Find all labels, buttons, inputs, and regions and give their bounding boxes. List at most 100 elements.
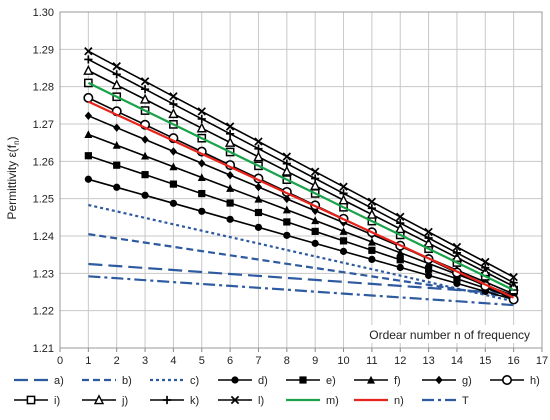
- series-point-d: [169, 199, 178, 207]
- series-point-d: [339, 247, 348, 255]
- legend-label-d: d): [258, 375, 268, 387]
- x-tick-label: 6: [227, 355, 233, 367]
- x-tick-label: 1: [85, 355, 91, 367]
- series-point-l: [282, 152, 292, 161]
- series-point-j: [253, 151, 264, 162]
- series-point-l: [481, 257, 490, 267]
- series-point-d: [226, 215, 234, 223]
- legend-label-f: f): [394, 375, 401, 387]
- series-point-f: [84, 130, 93, 139]
- y-axis-label-main: Permittivity ε(f: [5, 144, 19, 219]
- y-tick-label: 1.29: [33, 44, 54, 56]
- series-point-k: [282, 159, 291, 168]
- legend-label-k: k): [190, 395, 199, 407]
- x-tick-label: 4: [170, 355, 176, 367]
- x-axis-label: Ordear number n of frequency: [369, 328, 530, 342]
- series-point-k: [140, 85, 150, 94]
- series-point-k: [481, 263, 490, 272]
- series-point-f: [226, 184, 235, 192]
- series-point-e: [113, 161, 121, 169]
- x-tick-label: 14: [451, 355, 463, 367]
- series-point-e: [368, 246, 376, 254]
- series-point-l: [452, 242, 462, 252]
- x-tick-label: 2: [114, 355, 120, 367]
- series-point-e: [254, 208, 263, 217]
- legend-label-g: g): [462, 375, 472, 387]
- series-point-e: [283, 218, 291, 226]
- legend-label-h: h): [530, 375, 540, 387]
- series-point-k: [169, 99, 178, 109]
- series-point-k: [311, 174, 320, 183]
- series-point-g: [226, 170, 234, 180]
- series-point-j: [111, 79, 122, 90]
- series-point-l: [396, 212, 405, 222]
- legend-label-b: b): [122, 375, 132, 387]
- series-point-l: [424, 227, 433, 237]
- series-point-d: [254, 223, 263, 231]
- series-point-f: [311, 216, 320, 225]
- series-point-k: [396, 219, 405, 228]
- series-point-e: [311, 227, 319, 235]
- legend-marker-e: [299, 376, 307, 384]
- series-point-d: [283, 231, 291, 239]
- series-point-h: [83, 92, 94, 103]
- x-axis-label-background: [362, 325, 534, 343]
- series-point-e: [226, 199, 234, 207]
- legend-label-a: a): [54, 375, 64, 387]
- y-tick-label: 1.30: [33, 7, 54, 19]
- y-tick-label: 1.26: [33, 156, 54, 168]
- series-point-k: [84, 55, 93, 64]
- series-point-j: [366, 208, 378, 219]
- series-point-l: [339, 182, 348, 191]
- series-point-k: [339, 189, 348, 198]
- series-line-f: [88, 133, 514, 297]
- series-point-k: [254, 144, 263, 153]
- series-point-d: [424, 271, 433, 280]
- legend-marker-g: [435, 375, 443, 385]
- series-point-e: [453, 275, 461, 283]
- series-point-d: [113, 183, 121, 191]
- legend-label-e: e): [326, 375, 336, 387]
- series-point-l: [84, 46, 93, 56]
- series-point-g: [169, 147, 178, 156]
- series-line-l: [88, 50, 514, 278]
- series-point-g: [84, 111, 92, 120]
- series-point-j: [395, 223, 406, 234]
- series-line-d: [88, 178, 514, 301]
- series-line-m: [87, 81, 515, 292]
- series-point-d: [368, 255, 376, 263]
- legend-label-i: i): [54, 395, 60, 407]
- x-tick-label: 17: [536, 355, 548, 367]
- series-point-j: [423, 237, 434, 248]
- series-point-l: [367, 197, 377, 206]
- series-point-l: [112, 62, 121, 71]
- plot-area-frame: [59, 11, 543, 349]
- series-point-f: [169, 162, 178, 171]
- y-tick-label: 1.28: [33, 82, 54, 94]
- series-point-l: [169, 92, 178, 101]
- x-tick-label: 15: [479, 355, 491, 367]
- legend-label-m: m): [326, 395, 339, 407]
- series-point-e: [198, 189, 206, 198]
- legend-label-n: n): [394, 395, 404, 407]
- grid-layer: [59, 11, 543, 349]
- series-point-f: [141, 151, 150, 160]
- x-tick-label: 13: [422, 355, 434, 367]
- legend-label-l: l): [258, 395, 264, 407]
- x-tick-label: 5: [199, 355, 205, 367]
- series-point-g: [254, 182, 263, 192]
- legend-marker-f: [367, 375, 375, 384]
- series-line-n: [87, 100, 515, 299]
- x-tick-label: 16: [508, 355, 520, 367]
- legend-label-c: c): [190, 375, 199, 387]
- series-point-f: [112, 141, 121, 149]
- y-tick-label: 1.25: [33, 194, 54, 206]
- series-point-k: [197, 114, 206, 124]
- series-point-k: [424, 233, 433, 243]
- series-point-k: [367, 204, 376, 213]
- x-tick-label: 9: [312, 355, 318, 367]
- series-line-b: [88, 233, 514, 299]
- series-point-e: [169, 180, 178, 188]
- series-point-l: [197, 107, 206, 116]
- series-point-e: [396, 256, 404, 264]
